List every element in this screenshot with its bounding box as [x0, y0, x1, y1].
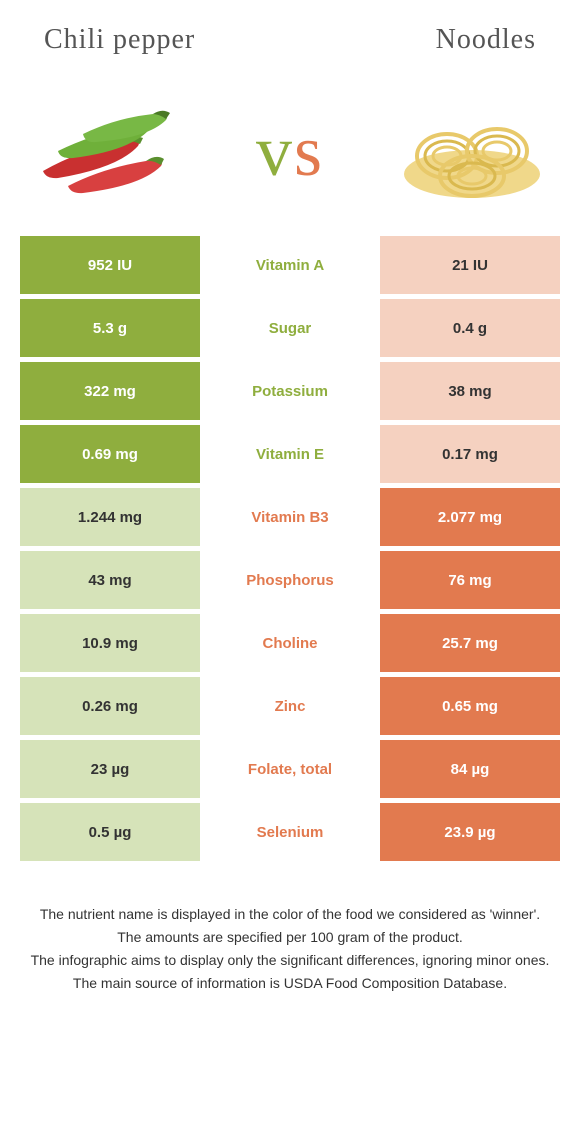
value-left: 10.9 mg — [20, 614, 200, 672]
nutrient-row: 23 µgFolate, total84 µg — [20, 740, 560, 798]
value-left: 322 mg — [20, 362, 200, 420]
value-right: 84 µg — [380, 740, 560, 798]
nutrient-name: Vitamin B3 — [200, 488, 380, 546]
value-right: 21 IU — [380, 236, 560, 294]
nutrient-row: 43 mgPhosphorus76 mg — [20, 551, 560, 609]
nutrient-name: Zinc — [200, 677, 380, 735]
nutrient-row: 952 IUVitamin A21 IU — [20, 236, 560, 294]
nutrient-row: 1.244 mgVitamin B32.077 mg — [20, 488, 560, 546]
nutrient-name: Potassium — [200, 362, 380, 420]
value-right: 38 mg — [380, 362, 560, 420]
noodles-icon — [392, 96, 552, 206]
comparison-header: Chili pepper Noodles — [0, 0, 580, 66]
nutrient-name: Selenium — [200, 803, 380, 861]
nutrient-name: Vitamin E — [200, 425, 380, 483]
value-left: 0.5 µg — [20, 803, 200, 861]
nutrient-row: 322 mgPotassium38 mg — [20, 362, 560, 420]
nutrient-row: 10.9 mgCholine25.7 mg — [20, 614, 560, 672]
vs-row: vs — [0, 66, 580, 236]
value-right: 76 mg — [380, 551, 560, 609]
nutrient-row: 5.3 gSugar0.4 g — [20, 299, 560, 357]
vs-v: v — [256, 111, 294, 191]
nutrient-name: Choline — [200, 614, 380, 672]
value-right: 0.17 mg — [380, 425, 560, 483]
value-right: 25.7 mg — [380, 614, 560, 672]
value-right: 2.077 mg — [380, 488, 560, 546]
nutrient-name: Vitamin A — [200, 236, 380, 294]
nutrient-row: 0.26 mgZinc0.65 mg — [20, 677, 560, 735]
vs-s: s — [294, 111, 324, 191]
value-left: 1.244 mg — [20, 488, 200, 546]
value-left: 0.69 mg — [20, 425, 200, 483]
value-right: 23.9 µg — [380, 803, 560, 861]
value-right: 0.65 mg — [380, 677, 560, 735]
footer-line: The infographic aims to display only the… — [28, 950, 552, 971]
vs-label: vs — [256, 110, 324, 193]
food-left-title: Chili pepper — [44, 24, 195, 56]
value-left: 23 µg — [20, 740, 200, 798]
footer-notes: The nutrient name is displayed in the co… — [0, 866, 580, 994]
nutrient-name: Sugar — [200, 299, 380, 357]
nutrient-table: 952 IUVitamin A21 IU5.3 gSugar0.4 g322 m… — [20, 236, 560, 861]
chili-pepper-icon — [28, 96, 188, 206]
nutrient-row: 0.69 mgVitamin E0.17 mg — [20, 425, 560, 483]
value-left: 43 mg — [20, 551, 200, 609]
footer-line: The main source of information is USDA F… — [28, 973, 552, 994]
nutrient-row: 0.5 µgSelenium23.9 µg — [20, 803, 560, 861]
nutrient-name: Folate, total — [200, 740, 380, 798]
footer-line: The nutrient name is displayed in the co… — [28, 904, 552, 925]
value-left: 952 IU — [20, 236, 200, 294]
value-right: 0.4 g — [380, 299, 560, 357]
value-left: 0.26 mg — [20, 677, 200, 735]
food-right-title: Noodles — [436, 24, 536, 56]
value-left: 5.3 g — [20, 299, 200, 357]
footer-line: The amounts are specified per 100 gram o… — [28, 927, 552, 948]
nutrient-name: Phosphorus — [200, 551, 380, 609]
